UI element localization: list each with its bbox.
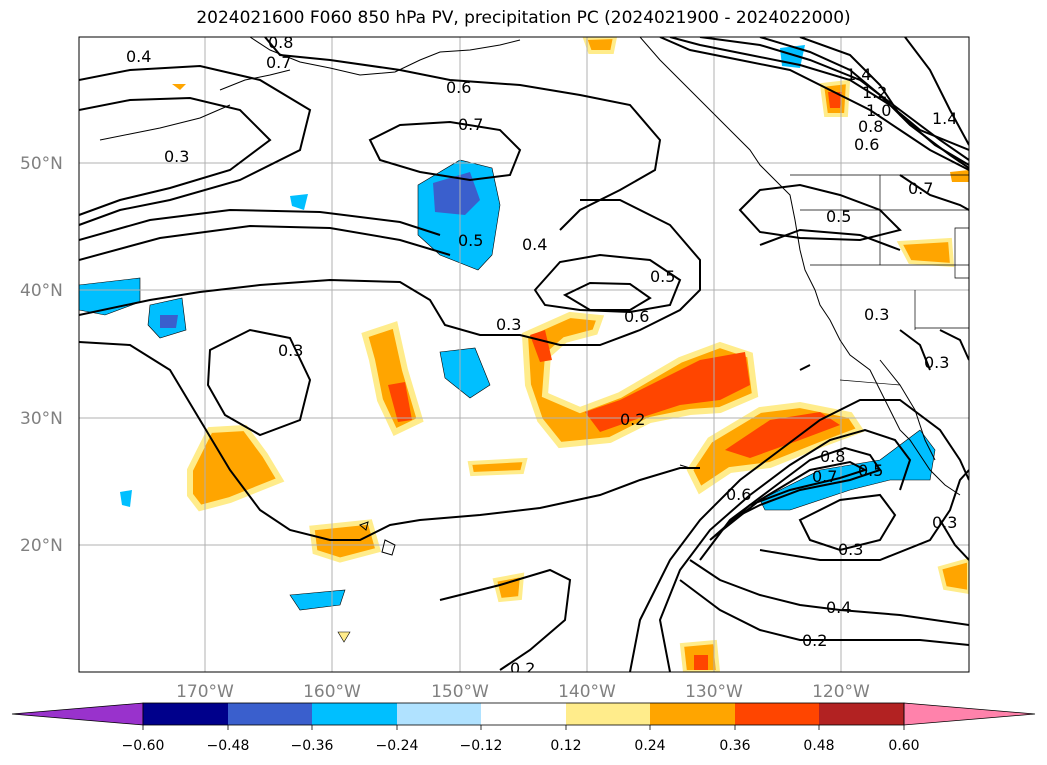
contour-label: 0.2 (620, 410, 645, 429)
lat-label: 40°N (20, 281, 63, 301)
lon-label: 160°W (303, 682, 361, 702)
contour-label: 0.3 (932, 513, 957, 532)
lat-label: 50°N (20, 154, 63, 174)
colorbar-arrow-left (11, 702, 144, 726)
contour-label: 1.4 (932, 109, 957, 128)
latitude-labels: 50°N 40°N 30°N 20°N (20, 154, 63, 556)
contour-label: 0.3 (164, 147, 189, 166)
colorbar-tick-label: −0.48 (207, 738, 250, 754)
contour-label: 0.4 (826, 598, 851, 617)
contour-label: 0.5 (858, 461, 883, 480)
lon-label: 150°W (431, 682, 489, 702)
contour-label: 0.3 (864, 305, 889, 324)
contour-label: 0.6 (854, 135, 879, 154)
contour-label: 1.2 (862, 83, 887, 102)
contour-label: 0.7 (812, 467, 837, 486)
contour-label: 1.4 (846, 65, 871, 84)
longitude-labels: 170°W 160°W 150°W 140°W 130°W 120°W (176, 682, 870, 702)
plot-frame (78, 36, 970, 673)
contour-label: 0.7 (908, 179, 933, 198)
contour-label: 0.6 (446, 78, 471, 97)
colorbar-tick-label: −0.12 (460, 738, 503, 754)
colorbar-segment (143, 703, 228, 725)
colorbar-tick-label: −0.36 (291, 738, 334, 754)
contour-label: 0.5 (650, 267, 675, 286)
colorbar-segment (650, 703, 735, 725)
contour-label: 0.7 (458, 115, 483, 134)
contour-label: 1.0 (866, 101, 891, 120)
colorbar-tick-label: 0.48 (803, 738, 834, 754)
colorbar-frame (142, 702, 905, 726)
borders (790, 174, 969, 386)
contour-label: 0.3 (496, 315, 521, 334)
colorbar-segment (735, 703, 819, 725)
colorbar-arrow-right (903, 702, 1036, 726)
colorbar-tick-label: −0.24 (376, 738, 419, 754)
lon-label: 120°W (812, 682, 870, 702)
contour-label: 0.3 (838, 540, 863, 559)
lat-label: 30°N (20, 409, 63, 429)
colorbar-segment (228, 703, 312, 725)
contour-label: 0.5 (826, 207, 851, 226)
contour-label: 0.4 (522, 235, 547, 254)
contour-label: 0.7 (266, 53, 291, 72)
contour-label: 0.8 (268, 33, 293, 52)
colorbar-segment (566, 703, 650, 725)
contour-label: 0.4 (126, 47, 151, 66)
contour-labels: 0.4 0.8 0.7 0.3 0.6 0.7 0.5 0.4 0.5 0.6 … (126, 33, 957, 678)
colorbar-segment (312, 703, 397, 725)
colorbar-tick-label: 0.60 (888, 738, 919, 754)
lon-label: 140°W (558, 682, 616, 702)
lon-label: 170°W (176, 682, 234, 702)
colorbar-tick-label: −0.60 (122, 738, 165, 754)
contour-label: 0.2 (510, 659, 535, 678)
contour-label: 0.8 (858, 117, 883, 136)
lat-label: 20°N (20, 536, 63, 556)
contour-label: 0.8 (820, 447, 845, 466)
contour-label: 0.6 (624, 307, 649, 326)
colorbar-tick-label: 0.24 (634, 738, 665, 754)
contour-label: 0.2 (802, 631, 827, 650)
contour-label: 0.6 (726, 485, 751, 504)
gridlines (79, 37, 969, 672)
pv-contours (79, 37, 969, 672)
colorbar-segment (819, 703, 904, 725)
colorbar: −0.60 −0.48 −0.36 −0.24 −0.12 0.12 0.24 … (11, 702, 1036, 754)
colorbar-tick-label: 0.36 (719, 738, 750, 754)
lon-label: 130°W (685, 682, 743, 702)
map-title: 2024021600 F060 850 hPa PV, precipitatio… (196, 8, 851, 28)
contour-label: 0.3 (278, 341, 303, 360)
contour-label: 0.5 (458, 231, 483, 250)
colorbar-segment (481, 703, 566, 725)
contour-label: 0.3 (924, 353, 949, 372)
colorbar-segment (397, 703, 481, 725)
colorbar-tick-label: 0.12 (550, 738, 581, 754)
